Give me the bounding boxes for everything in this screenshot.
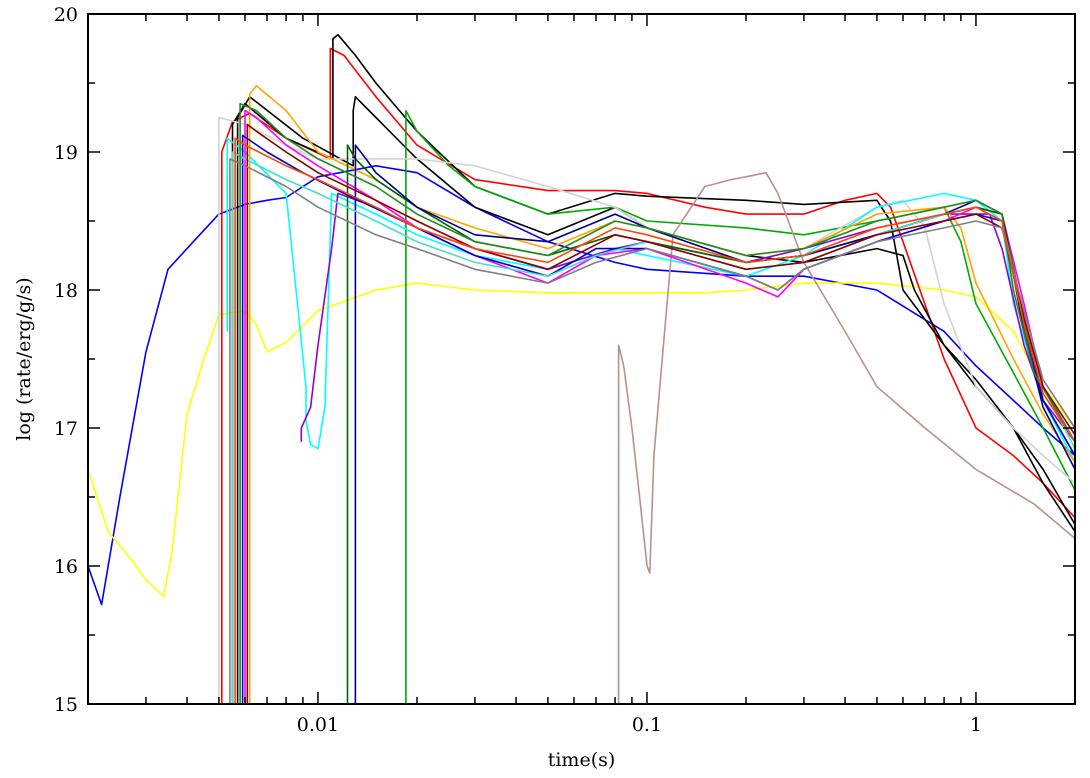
x-axis-title: time(s) xyxy=(548,749,616,771)
series-line-16 xyxy=(231,151,1075,704)
series-layer xyxy=(88,33,1075,704)
x-tick-label: 0.01 xyxy=(297,714,339,736)
x-tick-label: 1 xyxy=(970,714,982,736)
series-line-1 xyxy=(88,165,1075,606)
series-line-20 xyxy=(234,137,1075,704)
series-line-19 xyxy=(229,158,1075,704)
y-tick-label: 20 xyxy=(54,4,78,26)
series-line-2 xyxy=(88,282,1075,598)
series-line-3 xyxy=(221,47,1075,704)
series-line-7 xyxy=(617,171,1075,704)
series-line-12 xyxy=(244,109,1075,704)
series-line-5 xyxy=(236,96,1075,704)
y-tick-label: 16 xyxy=(54,556,78,578)
series-line-18 xyxy=(246,123,1075,704)
series-line-13 xyxy=(346,144,1075,704)
series-line-14 xyxy=(354,144,1075,704)
y-axis-title: log (rate/erg/g/s) xyxy=(13,277,35,440)
y-tick-label: 17 xyxy=(54,418,78,440)
y-tick-label: 18 xyxy=(54,280,78,302)
axis-tick-labels: 0.01 0.1 1 15 16 17 18 19 20 xyxy=(54,4,982,736)
series-line-17 xyxy=(239,102,1075,704)
y-tick-label: 15 xyxy=(54,694,78,716)
x-tick-label: 0.1 xyxy=(632,714,662,736)
series-line-10 xyxy=(300,192,1075,443)
series-line-11 xyxy=(248,85,1075,704)
y-tick-label: 19 xyxy=(54,142,78,164)
axis-ticks xyxy=(87,13,1076,705)
series-line-6 xyxy=(405,109,1075,704)
